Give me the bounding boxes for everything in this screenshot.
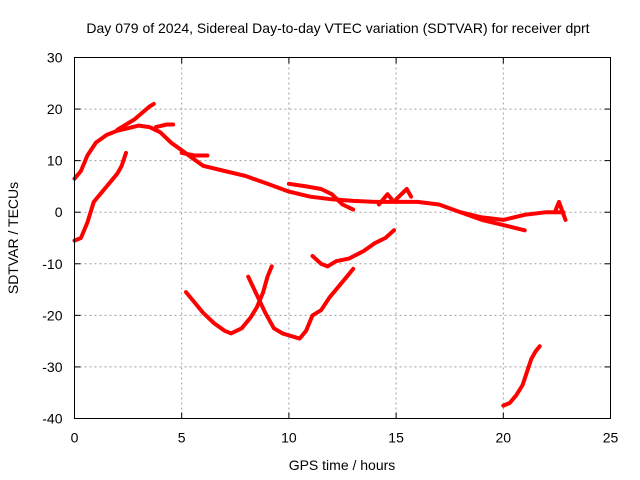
series-arc-main-tail-1: [179, 150, 210, 158]
y-axis-ticks: -40 -30 -20 -10 0 10 20 30: [42, 50, 611, 427]
chart-title: Day 079 of 2024, Sidereal Day-to-day VTE…: [86, 20, 589, 36]
plot-frame: [74, 57, 611, 419]
y-tick-label: -20: [42, 307, 62, 323]
series-arc-main-branch-2: [458, 210, 527, 233]
series-arc-dip-1: [184, 264, 274, 336]
series-arc-late: [501, 344, 542, 408]
series-arc-main-spike-4: [394, 187, 414, 202]
x-tick-label: 5: [178, 430, 186, 446]
y-tick-label: 0: [55, 204, 63, 220]
x-tick-label: 15: [388, 430, 404, 446]
y-tick-label: 30: [47, 50, 63, 66]
series-arc-main-spike-5: [552, 199, 568, 222]
x-axis-ticks: 0 5 10 15 20 25: [71, 57, 619, 446]
y-tick-label: 20: [47, 101, 63, 117]
y-tick-label: 10: [47, 153, 63, 169]
series-arc-lower-left: [72, 150, 128, 243]
grid-lines: [74, 57, 611, 419]
series-arc-main-upper: [72, 123, 566, 222]
series-arc-main-spike-2: [154, 122, 176, 130]
y-tick-label: -30: [42, 359, 62, 375]
series-arc-main-branch-1: [286, 181, 356, 212]
x-axis-label: GPS time / hours: [289, 457, 396, 473]
series-arc-main-spike-1: [115, 101, 156, 132]
y-tick-label: -10: [42, 256, 62, 272]
data-series-layer: [72, 101, 568, 408]
y-axis-label: SDTVAR / TECUs: [5, 182, 21, 294]
x-tick-label: 20: [496, 430, 512, 446]
x-tick-label: 25: [603, 430, 619, 446]
series-arc-rise: [310, 228, 396, 269]
x-tick-label: 0: [71, 430, 79, 446]
x-tick-label: 10: [281, 430, 297, 446]
series-arc-main-spike-3: [376, 192, 394, 207]
series-arc-dip-2: [246, 266, 356, 341]
y-tick-label: -40: [42, 411, 62, 427]
